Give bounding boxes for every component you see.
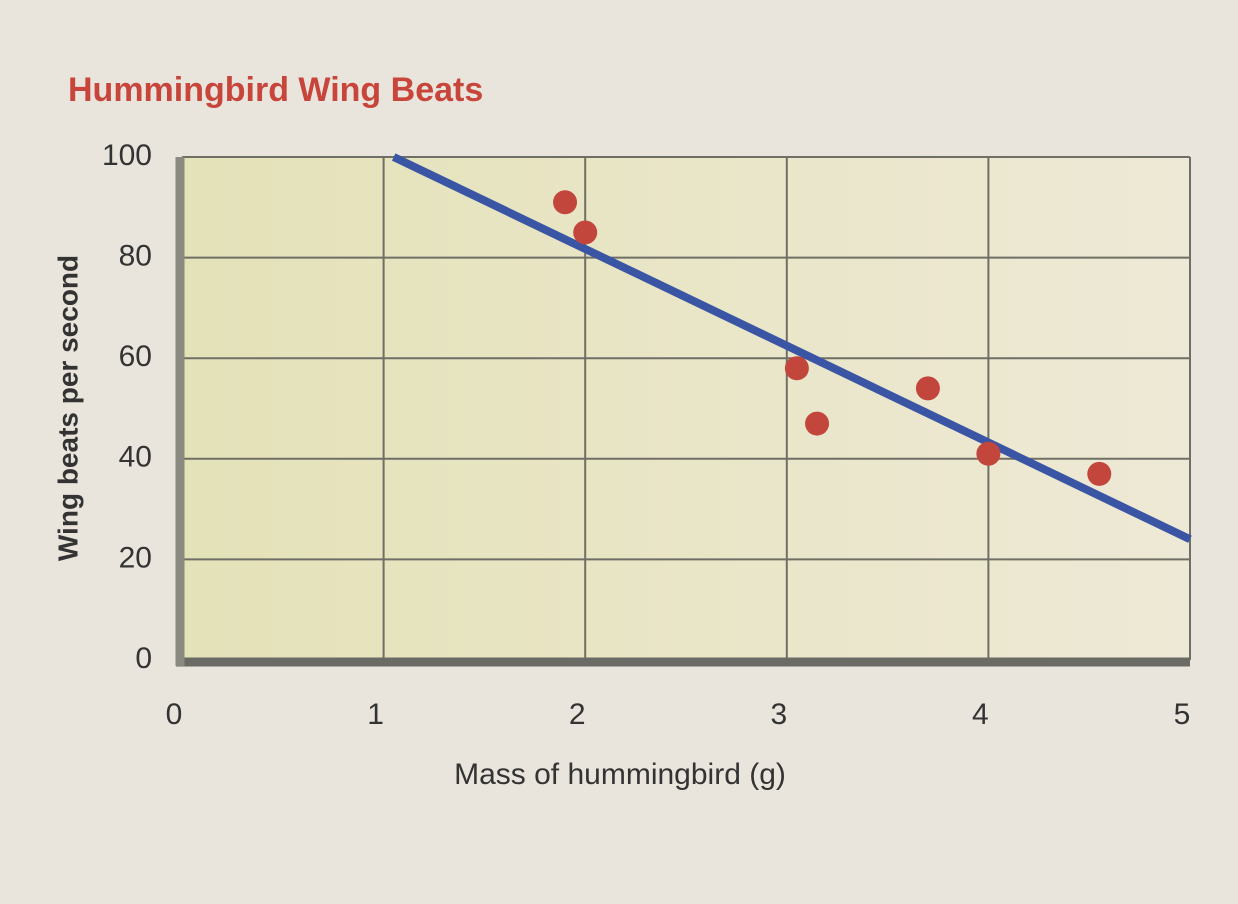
x-tick-label: 5 — [1174, 698, 1191, 731]
y-tick-label: 20 — [119, 541, 152, 574]
y-tick-label: 80 — [119, 240, 152, 273]
y-tick-label: 40 — [119, 441, 152, 474]
data-point — [915, 376, 940, 401]
data-point — [1087, 461, 1112, 486]
plot-area — [182, 157, 1190, 660]
y-tick-label: 0 — [135, 642, 152, 675]
data-point — [805, 411, 830, 436]
y-tick-label: 100 — [102, 139, 152, 172]
trend-line — [391, 153, 1192, 543]
x-tick-label: 1 — [367, 698, 384, 731]
chart-title: Hummingbird Wing Beats — [68, 71, 483, 109]
x-tick-label: 0 — [166, 698, 183, 731]
y-tick-label: 60 — [119, 340, 152, 373]
data-point — [553, 190, 578, 215]
data-point — [784, 356, 809, 381]
x-tick-label: 4 — [972, 698, 989, 731]
data-point — [976, 441, 1001, 466]
data-point — [573, 220, 598, 245]
y-axis-label: Wing beats per second — [52, 255, 83, 561]
x-axis-label: Mass of hummingbird (g) — [454, 758, 786, 791]
x-tick-label: 2 — [569, 698, 586, 731]
x-tick-label: 3 — [770, 698, 787, 731]
